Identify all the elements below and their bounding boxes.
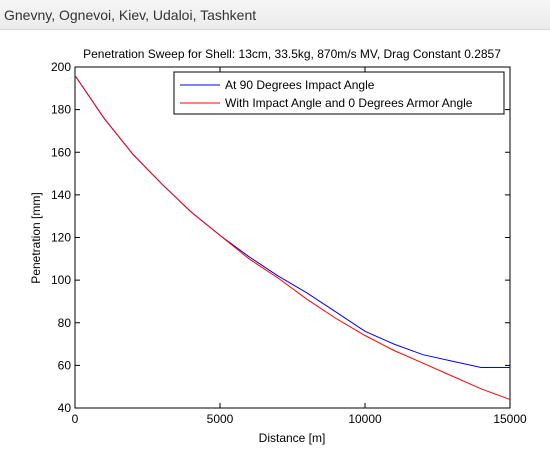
y-tick-label: 40 [58, 401, 72, 415]
y-tick-label: 160 [51, 145, 71, 159]
series-lines [74, 75, 511, 400]
chart-title: Penetration Sweep for Shell: 13cm, 33.5k… [83, 47, 501, 61]
legend-box [173, 71, 505, 115]
y-tick-label: 80 [58, 316, 72, 330]
axis-ticks: 0 5000 10000 15000 40 60 80 100 120 140 160 180 200 [51, 60, 527, 426]
x-tick-label: 0 [72, 412, 79, 426]
plot-area [74, 66, 511, 409]
x-tick-label: 5000 [207, 412, 234, 426]
header-title: Gnevny, Ognevoi, Kiev, Udaloi, Tashkent [4, 7, 257, 23]
legend-label-1: At 90 Degrees Impact Angle [225, 78, 375, 92]
x-tick-label: 10000 [348, 412, 382, 426]
series-line-2 [74, 75, 511, 400]
y-tick-label: 200 [51, 60, 71, 74]
y-tick-label: 60 [58, 358, 72, 372]
y-tick-label: 140 [51, 188, 71, 202]
y-axis-label: Penetration [mm] [29, 192, 43, 283]
y-tick-label: 120 [51, 231, 71, 245]
x-axis-label: Distance [m] [259, 431, 326, 445]
legend-label-2: With Impact Angle and 0 Degrees Armor An… [225, 96, 473, 110]
y-tick-label: 180 [51, 103, 71, 117]
y-tick-label: 100 [51, 273, 71, 287]
penetration-chart: Penetration Sweep for Shell: 13cm, 33.5k… [29, 47, 527, 445]
figure-area: Penetration Sweep for Shell: 13cm, 33.5k… [0, 30, 550, 453]
x-tick-label: 15000 [493, 412, 527, 426]
header-bar: Gnevny, Ognevoi, Kiev, Udaloi, Tashkent [0, 0, 550, 30]
legend: At 90 Degrees Impact Angle With Impact An… [173, 71, 505, 115]
